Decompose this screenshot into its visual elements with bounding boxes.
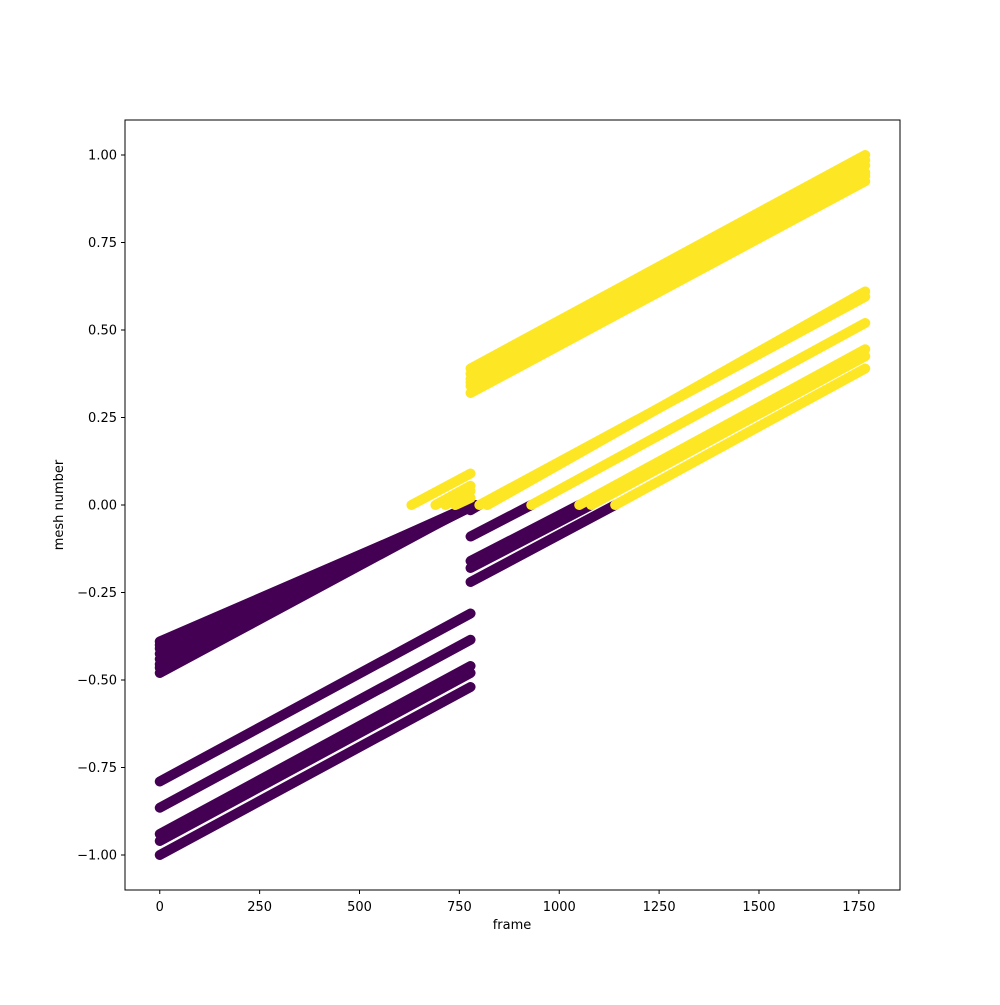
y-tick-label-4: 0.00 [88, 499, 117, 514]
x-tick-label-2: 500 [347, 900, 372, 915]
series-strip-10 [154, 661, 476, 839]
series-strip-9 [154, 634, 476, 813]
series-strip-32 [586, 351, 871, 510]
y-tick-label-5: 0.25 [88, 411, 117, 426]
series-strip-29 [482, 286, 871, 510]
y-tick-label-0: −1.00 [77, 849, 117, 864]
x-tick-label-0: 0 [156, 900, 164, 915]
x-axis: 0 250 500 750 1000 1250 1500 1750 [156, 890, 875, 915]
series-strip-18 [406, 468, 476, 510]
x-tick-label-6: 1500 [742, 900, 775, 915]
series-strip-21 [440, 486, 476, 510]
series-strip-20 [450, 493, 476, 510]
series-strip-7 [154, 500, 478, 650]
x-axis-label: frame [493, 918, 532, 933]
x-tick-label-7: 1750 [842, 900, 875, 915]
series-strip-11 [154, 668, 476, 846]
series-layer [154, 150, 871, 860]
series-strip-33 [610, 363, 871, 510]
series-strip-27 [465, 171, 871, 388]
x-tick-label-4: 1000 [543, 900, 576, 915]
y-tick-label-8: 1.00 [88, 149, 117, 164]
series-strip-30 [526, 318, 871, 510]
series-strip-13 [465, 500, 537, 542]
series-strip-12 [154, 682, 476, 860]
x-tick-label-1: 250 [247, 900, 272, 915]
series-strip-16 [465, 500, 621, 587]
y-tick-label-2: −0.50 [77, 674, 117, 689]
x-tick-label-5: 1250 [643, 900, 676, 915]
series-strip-22 [465, 176, 871, 398]
series-strip-31 [574, 344, 871, 510]
y-axis-label: mesh number [52, 459, 67, 550]
y-tick-label-1: −0.75 [77, 761, 117, 776]
x-tick-label-3: 750 [447, 900, 472, 915]
y-tick-label-3: −0.25 [77, 586, 117, 601]
series-strip-14 [465, 500, 585, 566]
series-strip-8 [154, 608, 476, 787]
y-tick-label-6: 0.50 [88, 324, 117, 339]
series-strip-26 [465, 155, 871, 379]
plot-frame [124, 119, 901, 891]
series-strip-15 [465, 500, 597, 573]
y-tick-label-7: 0.75 [88, 236, 117, 251]
y-axis: −1.00 −0.75 −0.50 −0.25 0.00 0.25 0.50 0.75 1.00 [77, 149, 125, 864]
